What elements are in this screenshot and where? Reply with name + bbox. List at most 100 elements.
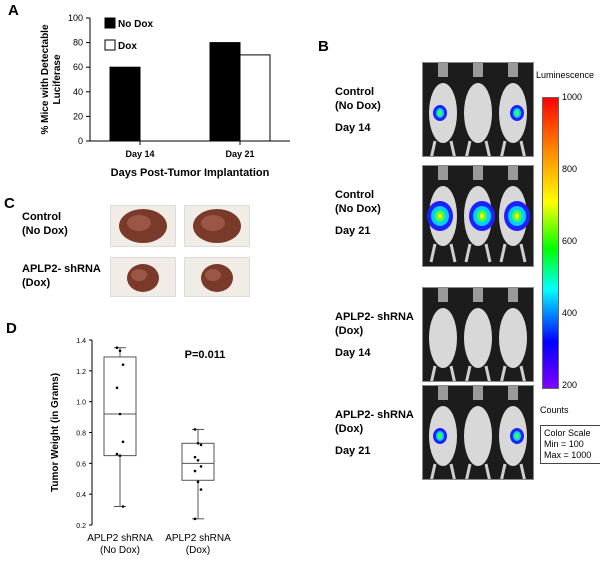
data-point [121,363,125,366]
y-tick-label: 40 [73,87,83,97]
y-tick-label: 60 [73,62,83,72]
panel-b-label-line: Day 21 [335,225,371,237]
panel-c-label-line: (Dox) [22,277,51,289]
legend-label: Dox [118,41,137,52]
tumor-tissue-highlight [127,215,151,231]
mouse-leg [465,140,472,156]
panel-b-label-line: (Dox) [335,325,364,337]
data-point [115,452,119,456]
bar-dox [239,54,271,142]
panel-b-label-line: (No Dox) [335,203,381,215]
tumor-tissue-highlight [205,269,221,281]
y-tick-label: 0.8 [76,431,86,438]
mouse-image-drawing [429,288,527,381]
data-point [193,517,197,521]
data-point [115,346,119,350]
panel-letter-c: C [4,195,15,212]
color-bar-tick-label: 1000 [562,92,583,102]
data-point [193,469,197,473]
luminescence-title: Luminescence [536,70,595,80]
mouse-leg [484,243,492,263]
mouse-leg [519,463,526,479]
nose-cone [473,166,483,180]
color-bar-tick-label: 400 [562,308,578,318]
panel-b-row-label: Control (No Dox) Day 21 [335,188,415,238]
color-scale-box: Color Scale Min = 100 Max = 1000 [540,425,600,464]
y-tick-label: 20 [73,111,83,121]
legend-swatch [104,17,116,29]
tumor-image [110,257,176,297]
mouse-body [429,308,457,368]
panel-b-label-line: APLP2- shRNA [335,409,414,421]
panel-letter-a: A [8,2,19,19]
x-tick-label: Day 14 [125,149,154,159]
nose-cone [438,166,448,180]
bar-no-dox [209,42,241,142]
mouse-body [499,308,527,368]
mouse-leg [519,243,527,263]
panel-b-row-label: Control (No Dox) Day 14 [335,85,415,135]
mouse-body [464,83,492,143]
data-point [196,441,200,445]
data-point [121,440,125,444]
y-axis-title: % Mice with DetectableLuciferase [40,24,63,134]
mouse-body [464,406,492,466]
mouse-leg [500,463,507,479]
y-tick-label: 0.6 [76,461,86,468]
panel-b-row-label: APLP2- shRNA (Dox) Day 14 [335,310,415,360]
tumor-drawing [201,264,233,292]
box-plot-tumor-weight: 0.2 0.4 0.6 0.8 1.0 1.2 1.4 Tumor Weight (in Gr… [50,338,231,556]
mouse-leg [449,140,456,156]
legend-swatch [104,39,116,51]
y-tick-label: 1.4 [76,338,86,345]
mouse-leg [519,365,526,381]
iqr-box [103,356,137,457]
nose-cone [438,386,448,400]
data-point [118,412,122,416]
x-category-label: APLP2 shRNA [87,533,153,544]
bar-chart-mice-luciferase: 0 20 40 60 80 100 Day 14 Day 21 Days Post-Tumor … [40,13,290,179]
y-tick-label: 0.2 [76,523,86,530]
data-point [118,454,122,457]
mouse-image-drawing [429,63,527,156]
mouse-leg [465,365,472,381]
panel-c-row-label: Control (No Dox) [22,210,112,238]
y-axis-title: Tumor Weight (in Grams) [50,373,61,492]
data-point [196,458,200,462]
mouse-leg [429,243,437,263]
mouse-leg [500,140,507,156]
x-axis-title: Days Post-Tumor Implantation [111,167,270,179]
y-tick-label: 1.2 [76,369,86,376]
color-bar-tick-label: 600 [562,236,578,246]
panel-c-label-line: Control [22,211,62,223]
panel-b-label-line: Day 14 [335,347,371,359]
luminescence-spot [515,213,519,219]
y-tick-label: 100 [68,13,83,23]
nose-cone [508,63,518,77]
tumor-drawing [127,264,159,292]
nose-cone [473,288,483,302]
data-point [115,386,119,390]
panel-b-label-line: APLP2- shRNA [335,311,414,323]
mouse-leg [449,463,456,479]
mouse-leg [499,243,507,263]
nose-cone [438,63,448,77]
mouse-leg [430,140,437,156]
iqr-box [181,442,215,481]
x-category-label: (Dox) [186,545,210,556]
data-point [193,455,197,459]
y-tick-label: 0 [78,136,83,146]
tumor-tissue-highlight [201,215,225,231]
x-category-label: (No Dox) [100,545,140,556]
mouse-leg [484,140,491,156]
panel-c-tumors: Control (No Dox) APLP2- shRNA (Dox) [0,205,320,305]
nose-cone [508,288,518,302]
color-bar-tick-label: 200 [562,380,578,390]
mouse-image [422,165,534,267]
panel-b-label-line: (Dox) [335,423,364,435]
y-axis-title-line: Luciferase [52,54,63,104]
legend-label: No Dox [118,19,153,30]
tumor-image [184,257,250,297]
mouse-leg [465,463,472,479]
panel-c-label-line: APLP2- shRNA [22,263,101,275]
